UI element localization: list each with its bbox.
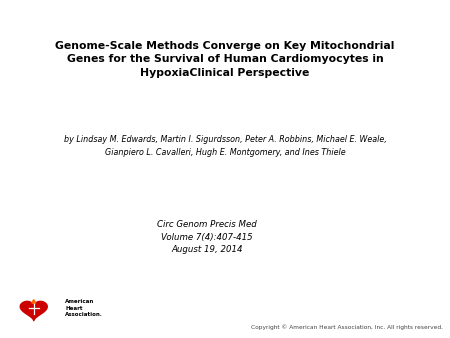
Polygon shape: [32, 300, 36, 303]
Text: Genome-Scale Methods Converge on Key Mitochondrial
Genes for the Survival of Hum: Genome-Scale Methods Converge on Key Mit…: [55, 41, 395, 78]
Polygon shape: [20, 301, 47, 320]
Text: Copyright © American Heart Association, Inc. All rights reserved.: Copyright © American Heart Association, …: [251, 324, 443, 330]
Text: Circ Genom Precis Med
Volume 7(4):407-415
August 19, 2014: Circ Genom Precis Med Volume 7(4):407-41…: [157, 220, 257, 255]
Text: American
Heart
Association.: American Heart Association.: [65, 299, 103, 317]
Text: by Lindsay M. Edwards, Martin I. Sigurdsson, Peter A. Robbins, Michael E. Weale,: by Lindsay M. Edwards, Martin I. Sigurds…: [63, 135, 387, 157]
